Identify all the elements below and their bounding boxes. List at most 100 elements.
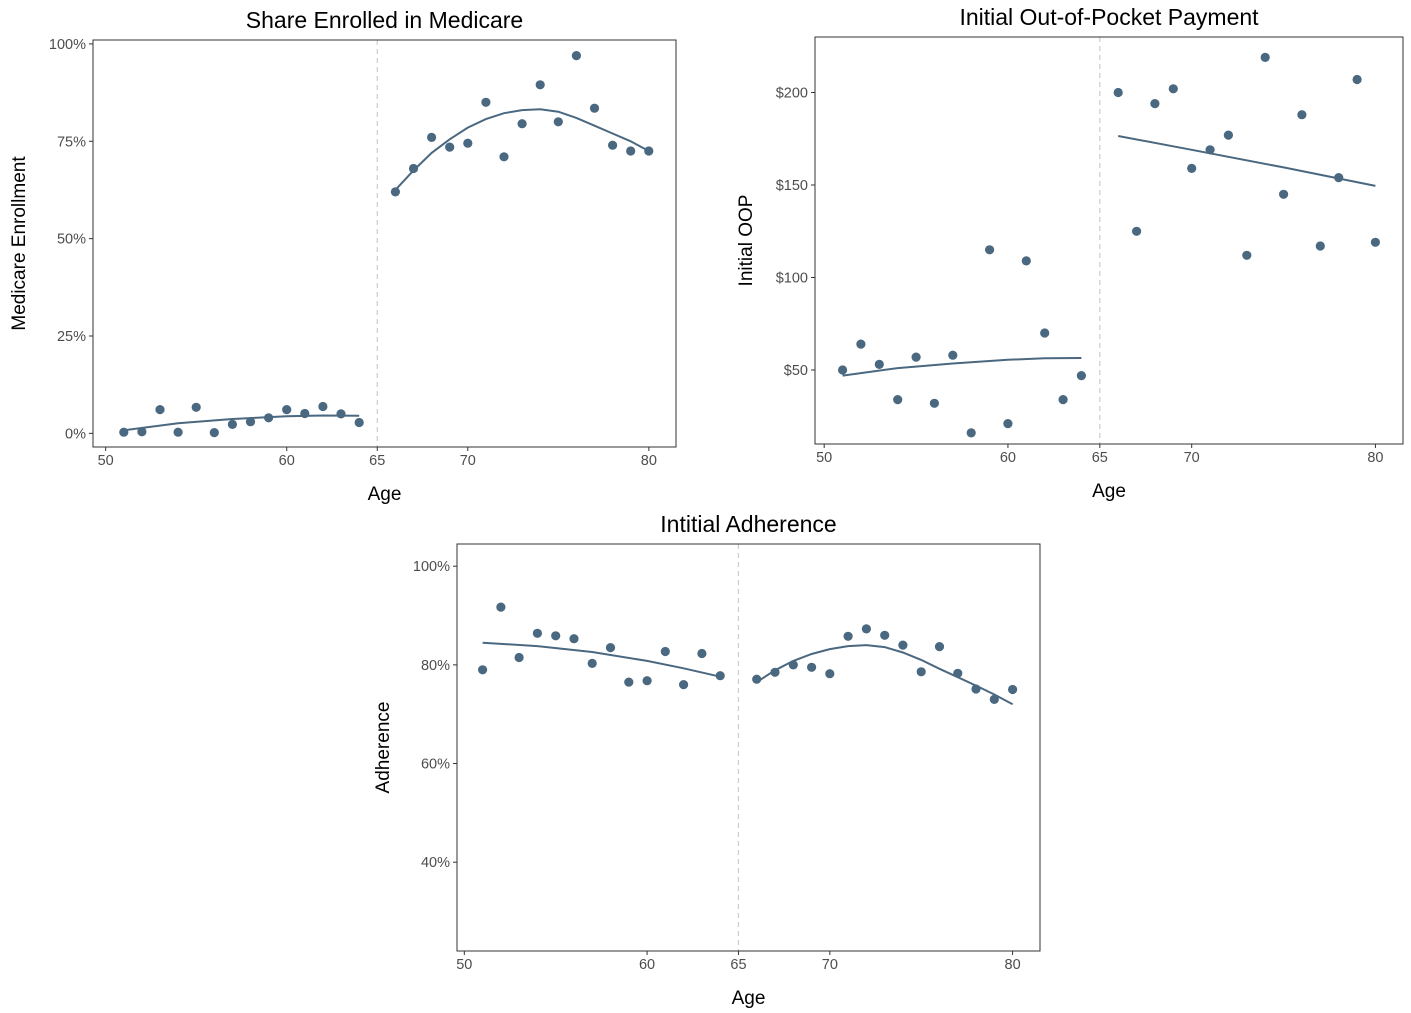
x-tick-label: 65 — [1092, 450, 1108, 466]
data-point — [318, 401, 328, 412]
x-tick-label: 60 — [639, 957, 655, 973]
fit-line-above-65 — [394, 108, 650, 191]
data-point — [300, 408, 310, 419]
y-tick-label: 25% — [57, 329, 86, 345]
x-tick-label: 65 — [730, 957, 746, 973]
data-point — [1223, 130, 1233, 140]
data-point — [551, 631, 561, 641]
y-axis-label: Medicare Enrollment — [9, 156, 30, 331]
data-point — [1168, 84, 1178, 94]
x-tick-label: 70 — [1184, 450, 1200, 466]
data-point — [427, 132, 437, 142]
data-point — [1113, 87, 1123, 98]
data-point — [1297, 110, 1307, 120]
chart-panel-3: Intitial Adherence 50 60 65 70 80 40% 60% 80% 100… — [373, 511, 1041, 1009]
y-tick-label: $200 — [776, 86, 808, 102]
data-point — [843, 631, 853, 641]
data-point — [264, 413, 274, 423]
panel-border — [92, 39, 677, 448]
data-point — [478, 665, 488, 675]
y-tick-label: 100% — [49, 37, 86, 53]
y-tick-label: $50 — [784, 363, 808, 379]
data-point — [642, 676, 652, 686]
data-point — [535, 80, 545, 90]
y-tick-label: $150 — [776, 178, 808, 194]
data-point — [227, 419, 237, 429]
data-point — [517, 119, 527, 129]
data-point — [1370, 237, 1380, 247]
fit-line-below-65 — [123, 414, 360, 432]
x-tick-label: 50 — [98, 453, 114, 469]
data-point — [173, 427, 183, 437]
data-point — [916, 667, 926, 677]
data-point — [553, 117, 563, 127]
data-point — [119, 427, 129, 437]
x-axis-label: Age — [732, 988, 766, 1009]
data-point — [608, 140, 618, 150]
data-point — [282, 405, 292, 415]
data-point — [587, 658, 597, 669]
data-point — [1260, 52, 1270, 63]
chart-panel-2: Initial Out-of-Pocket Payment 50 60 65 70 80 $… — [736, 4, 1404, 502]
data-point — [499, 152, 509, 162]
data-point — [911, 352, 921, 362]
data-point — [929, 398, 940, 408]
x-axis-label: Age — [368, 484, 402, 505]
data-point — [1040, 328, 1050, 338]
x-tick-label: 65 — [369, 453, 385, 469]
y-tick-label: $100 — [776, 271, 808, 287]
data-point — [605, 643, 616, 653]
data-point — [697, 648, 707, 659]
data-point — [137, 427, 147, 437]
fit-line-below-65 — [482, 641, 721, 678]
x-tick-label: 50 — [456, 957, 472, 973]
data-point — [1187, 163, 1197, 173]
data-point — [1279, 189, 1289, 199]
data-point — [1352, 74, 1362, 85]
data-point — [715, 671, 725, 681]
data-point — [336, 409, 346, 419]
y-tick-label: 100% — [413, 559, 450, 575]
x-tick-label: 80 — [641, 453, 657, 469]
data-point — [966, 428, 976, 438]
x-tick-label: 70 — [460, 453, 476, 469]
data-point — [898, 640, 908, 650]
data-point — [1315, 241, 1325, 251]
x-tick-label: 50 — [816, 450, 832, 466]
fit-line-above-65 — [756, 644, 1014, 706]
x-tick-label: 60 — [279, 453, 295, 469]
x-tick-label: 60 — [1000, 450, 1016, 466]
data-point — [825, 669, 835, 679]
panel-border — [814, 36, 1404, 445]
x-tick-label: 80 — [1005, 957, 1021, 973]
data-point — [571, 51, 582, 61]
data-point — [1132, 226, 1142, 236]
data-point — [880, 630, 890, 640]
data-point — [644, 146, 654, 156]
data-point — [624, 677, 634, 687]
data-point — [1008, 684, 1018, 695]
data-point — [934, 642, 945, 652]
data-point — [874, 359, 884, 369]
data-point — [1058, 395, 1068, 405]
data-point — [532, 628, 543, 638]
data-point — [514, 652, 524, 663]
data-point — [838, 365, 848, 375]
fit-line-below-65 — [842, 357, 1082, 377]
data-point — [660, 646, 670, 657]
data-point — [953, 668, 963, 678]
y-tick-label: 80% — [421, 658, 450, 674]
y-tick-label: 75% — [57, 134, 86, 150]
data-point — [496, 602, 506, 612]
data-point — [463, 138, 473, 148]
data-point — [626, 146, 636, 156]
data-point — [245, 417, 256, 427]
data-point — [408, 163, 419, 174]
data-point — [770, 667, 780, 677]
data-point — [1334, 173, 1344, 183]
data-point — [1242, 250, 1252, 260]
data-point — [788, 660, 798, 670]
data-point — [679, 680, 689, 690]
x-tick-label: 70 — [822, 957, 838, 973]
